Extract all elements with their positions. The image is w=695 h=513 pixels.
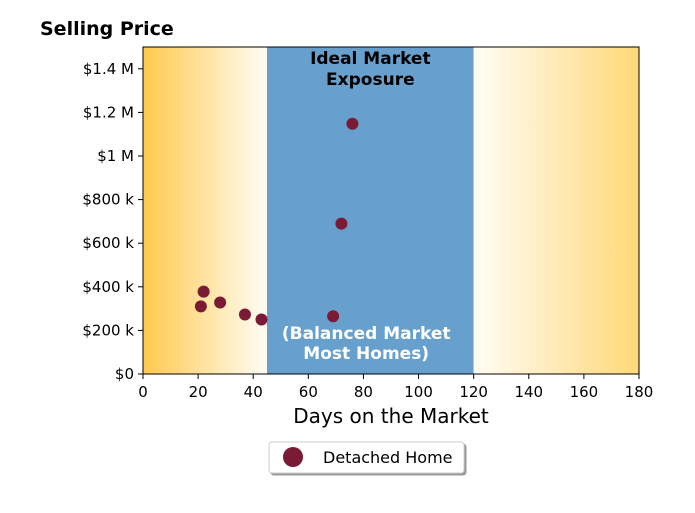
data-point-detached-home xyxy=(238,308,251,321)
data-point-detached-home xyxy=(255,313,268,326)
data-point-detached-home xyxy=(335,217,348,230)
y-tick-label: $800 k xyxy=(82,191,134,209)
x-tick-label: 0 xyxy=(138,383,148,401)
ideal-exposure-label-line: Ideal Market xyxy=(310,49,431,69)
legend-marker-detached-home xyxy=(283,447,303,467)
region-slow-sale xyxy=(473,47,639,374)
data-point-detached-home xyxy=(214,296,227,309)
x-tick-label: 100 xyxy=(404,383,433,401)
data-point-detached-home xyxy=(346,117,359,130)
region-ideal-exposure xyxy=(267,47,474,374)
x-tick-label: 140 xyxy=(514,383,543,401)
ideal-exposure-label-line: Exposure xyxy=(326,70,415,90)
y-tick-label: $1.2 M xyxy=(83,103,134,121)
legend-label-detached-home: Detached Home xyxy=(323,448,453,467)
x-tick-label: 180 xyxy=(625,383,654,401)
market-regions xyxy=(143,47,639,374)
y-tick-label: $600 k xyxy=(82,234,134,252)
balanced-market-label-line: (Balanced Market xyxy=(282,324,451,344)
x-tick-label: 160 xyxy=(570,383,599,401)
x-tick-label: 20 xyxy=(189,383,208,401)
x-tick-label: 120 xyxy=(459,383,488,401)
y-tick-label: $0 xyxy=(115,365,134,383)
y-axis: $0 $200 k $400 k $600 k $800 k $1 M $1.2 M $1.4… xyxy=(82,60,143,383)
x-tick-label: 80 xyxy=(354,383,373,401)
y-tick-label: $1 M xyxy=(97,147,134,165)
data-point-detached-home xyxy=(197,285,210,298)
region-fast-sale xyxy=(143,47,267,374)
x-axis-title: Days on the Market xyxy=(293,404,489,428)
chart-title: Selling Price xyxy=(40,18,174,40)
legend[interactable]: Detached Home xyxy=(268,441,465,474)
y-tick-label: $1.4 M xyxy=(83,60,134,78)
x-tick-label: 60 xyxy=(299,383,318,401)
plot-area-frame xyxy=(142,46,640,375)
legend-box xyxy=(268,441,465,474)
balanced-market-label-line: Most Homes) xyxy=(303,344,429,364)
y-tick-label: $400 k xyxy=(82,278,134,296)
data-point-detached-home xyxy=(194,300,207,313)
y-tick-label: $200 k xyxy=(82,321,134,339)
detached-home-series xyxy=(194,117,359,326)
x-axis: 0 20 40 60 80 100 120 140 160 180 xyxy=(138,374,653,401)
data-point-detached-home xyxy=(327,310,340,323)
x-tick-label: 40 xyxy=(244,383,263,401)
